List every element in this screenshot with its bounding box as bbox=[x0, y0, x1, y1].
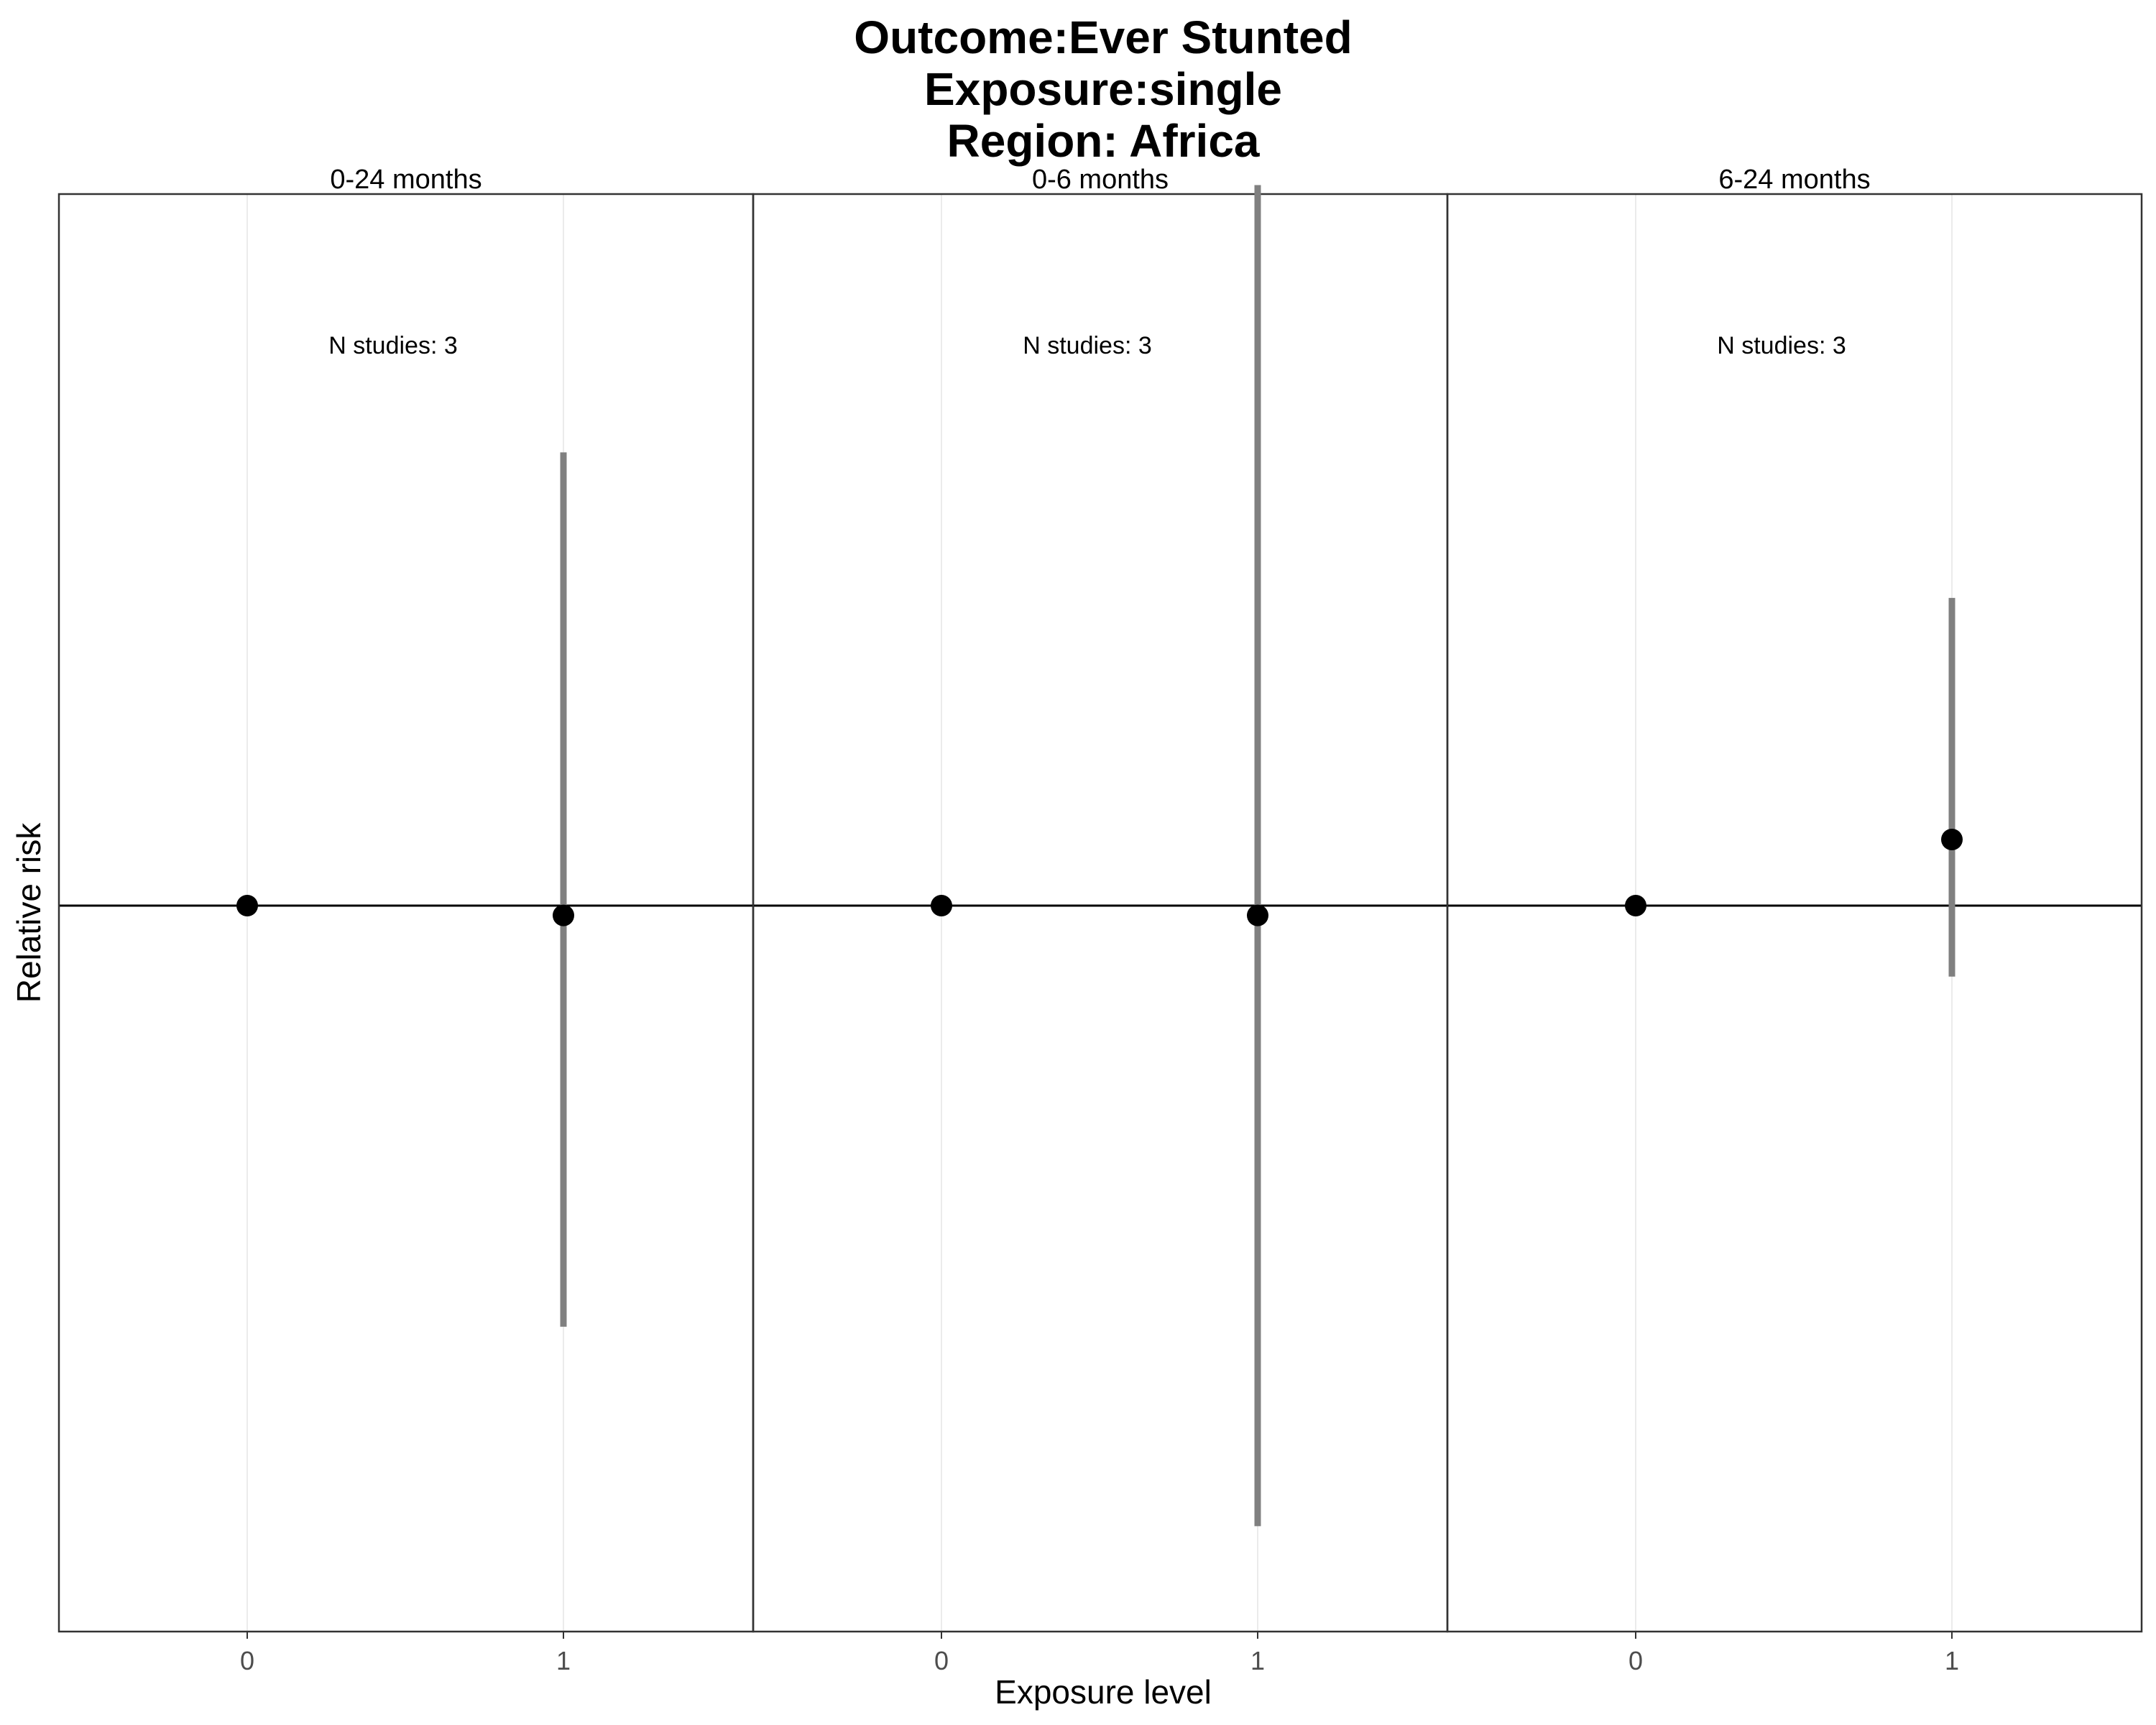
facet-strip-label: 0-6 months bbox=[1032, 165, 1169, 195]
x-tick-label: 1 bbox=[1945, 1646, 1959, 1675]
facet-panel-1: 0-24 months N studies: 3 0 1 bbox=[57, 165, 755, 1675]
estimate-point bbox=[1247, 904, 1268, 926]
facet-panel-3: 6-24 months N studies: 3 0 1 bbox=[1446, 165, 2143, 1675]
x-axis-title: Exposure level bbox=[995, 1673, 1212, 1711]
estimate-point bbox=[236, 895, 258, 916]
chart-title-line-1: Outcome:Ever Stunted bbox=[854, 12, 1352, 63]
chart-title-line-3: Region: Africa bbox=[947, 115, 1260, 167]
panel-border bbox=[57, 193, 755, 1633]
n-studies-annotation: N studies: 3 bbox=[1023, 332, 1152, 359]
facet-strip-label: 6-24 months bbox=[1718, 165, 1870, 195]
estimate-point bbox=[553, 904, 574, 926]
x-tick-label: 0 bbox=[1628, 1646, 1643, 1675]
panel-border bbox=[752, 193, 1449, 1633]
n-studies-annotation: N studies: 3 bbox=[328, 332, 458, 359]
chart-title: Outcome:Ever Stunted Exposure:single Reg… bbox=[854, 12, 1352, 167]
estimate-point bbox=[1941, 828, 1963, 850]
panel-border bbox=[1446, 193, 2143, 1633]
y-axis-title: Relative risk bbox=[10, 822, 47, 1003]
facet-panel-2: 0-6 months N studies: 3 0 1 bbox=[752, 165, 1449, 1675]
x-tick-label: 1 bbox=[556, 1646, 571, 1675]
chart-title-line-2: Exposure:single bbox=[924, 63, 1282, 115]
x-tick-label: 0 bbox=[240, 1646, 254, 1675]
facet-strip-label: 0-24 months bbox=[330, 165, 482, 195]
estimate-point bbox=[931, 895, 952, 916]
n-studies-annotation: N studies: 3 bbox=[1717, 332, 1846, 359]
estimate-point bbox=[1625, 895, 1646, 916]
x-tick-label: 1 bbox=[1250, 1646, 1265, 1675]
facet-panels: 0-24 months N studies: 3 0 1 0-6 months N stu… bbox=[57, 165, 2143, 1675]
x-tick-label: 0 bbox=[934, 1646, 949, 1675]
